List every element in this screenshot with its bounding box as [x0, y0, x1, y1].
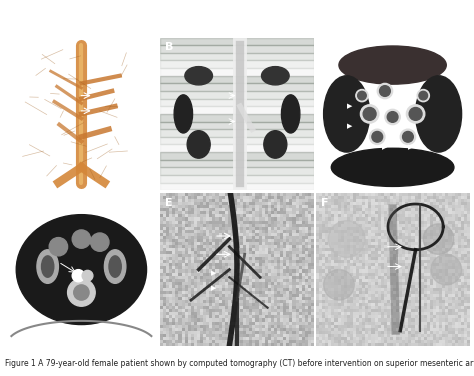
- Ellipse shape: [324, 76, 370, 152]
- Circle shape: [82, 270, 93, 281]
- Bar: [160, 83, 314, 91]
- Bar: [160, 175, 314, 183]
- Text: Figure 1 A 79-year-old female patient shown by computed tomography (CT) before i: Figure 1 A 79-year-old female patient sh…: [5, 359, 474, 368]
- Ellipse shape: [42, 256, 54, 277]
- Ellipse shape: [264, 131, 287, 158]
- Circle shape: [419, 91, 428, 100]
- Bar: [160, 114, 314, 121]
- Bar: [160, 91, 314, 99]
- Bar: [160, 183, 314, 190]
- Bar: [160, 53, 314, 61]
- Circle shape: [72, 270, 84, 282]
- Text: ▶: ▶: [211, 270, 217, 276]
- Circle shape: [385, 109, 400, 124]
- Bar: [160, 61, 314, 68]
- Bar: [160, 167, 314, 175]
- Circle shape: [328, 221, 365, 258]
- Bar: [160, 137, 314, 144]
- Circle shape: [74, 285, 89, 300]
- Text: ▶: ▶: [347, 123, 352, 129]
- Bar: [160, 106, 314, 114]
- Circle shape: [406, 105, 425, 123]
- Circle shape: [372, 132, 383, 142]
- Bar: [160, 38, 314, 45]
- Bar: [160, 121, 314, 129]
- Text: B: B: [165, 42, 173, 52]
- Circle shape: [91, 233, 109, 251]
- Bar: [160, 68, 314, 76]
- Text: E: E: [165, 198, 173, 208]
- Circle shape: [49, 238, 68, 256]
- Circle shape: [409, 108, 422, 120]
- Circle shape: [324, 270, 354, 300]
- Ellipse shape: [187, 131, 210, 158]
- Circle shape: [72, 230, 91, 248]
- Circle shape: [370, 129, 385, 144]
- Circle shape: [68, 279, 95, 306]
- Circle shape: [423, 224, 454, 254]
- Ellipse shape: [282, 95, 300, 133]
- Text: ▶: ▶: [382, 144, 388, 150]
- Circle shape: [380, 86, 390, 96]
- Circle shape: [377, 83, 392, 99]
- Text: ▶: ▶: [211, 285, 217, 291]
- Circle shape: [363, 108, 376, 120]
- Bar: [160, 129, 314, 137]
- Circle shape: [431, 254, 462, 285]
- Ellipse shape: [262, 67, 289, 85]
- Text: ▶: ▶: [347, 103, 352, 109]
- Ellipse shape: [109, 256, 121, 277]
- Ellipse shape: [16, 215, 146, 324]
- Text: D: D: [9, 198, 18, 208]
- Text: C: C: [320, 42, 328, 52]
- Bar: [160, 144, 314, 152]
- Ellipse shape: [331, 148, 454, 186]
- Text: A: A: [9, 42, 18, 52]
- Ellipse shape: [416, 76, 462, 152]
- Bar: [160, 99, 314, 106]
- Circle shape: [360, 105, 379, 123]
- Bar: [160, 45, 314, 53]
- Circle shape: [356, 89, 368, 102]
- Circle shape: [417, 89, 429, 102]
- Ellipse shape: [185, 67, 212, 85]
- Ellipse shape: [37, 250, 58, 284]
- Ellipse shape: [104, 250, 126, 284]
- Bar: [160, 160, 314, 167]
- Text: F: F: [320, 198, 328, 208]
- Circle shape: [402, 132, 413, 142]
- Bar: [160, 152, 314, 160]
- Circle shape: [358, 91, 366, 100]
- Text: ▶: ▶: [408, 144, 414, 150]
- Ellipse shape: [339, 46, 446, 84]
- Ellipse shape: [174, 95, 192, 133]
- Bar: [160, 76, 314, 83]
- Circle shape: [400, 129, 416, 144]
- Circle shape: [387, 112, 398, 122]
